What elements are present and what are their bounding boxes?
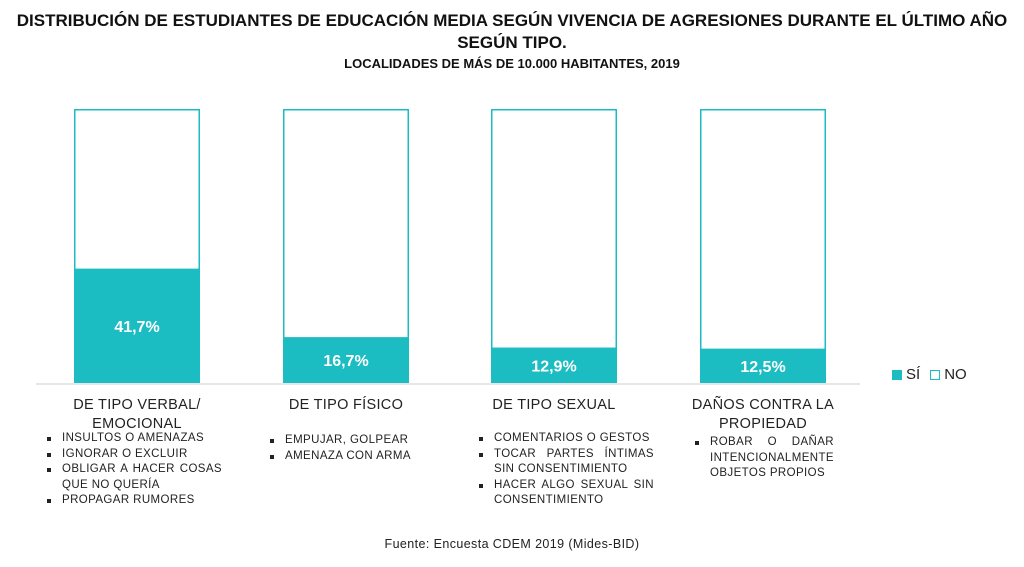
source-note: Fuente: Encuesta CDEM 2019 (Mides-BID) bbox=[384, 537, 640, 551]
detail-item: ROBAR O DAÑAR INTENCIONALMENTE OBJETOS P… bbox=[692, 435, 834, 482]
detail-item: TOCAR PARTES ÍNTIMAS SIN CONSENTIMIENTO bbox=[476, 447, 654, 478]
bar-no-3 bbox=[700, 109, 826, 351]
detail-item: EMPUJAR, GOLPEAR bbox=[267, 433, 427, 449]
legend: SÍ NO bbox=[892, 366, 967, 383]
details-list-sexual: COMENTARIOS O GESTOS TOCAR PARTES ÍNTIMA… bbox=[476, 431, 654, 509]
bar-no-0 bbox=[74, 109, 200, 271]
bar-value-label-1: 16,7% bbox=[323, 353, 368, 370]
category-label-propiedad: DAÑOS CONTRA LA PROPIEDAD bbox=[691, 397, 835, 432]
category-label-verbal: DE TIPO VERBAL/ EMOCIONAL bbox=[73, 397, 201, 432]
legend-label-no: NO bbox=[944, 366, 967, 383]
bar-no-2 bbox=[491, 109, 617, 350]
category-label-sexual: DE TIPO SEXUAL bbox=[492, 397, 616, 413]
bar-value-label-0: 41,7% bbox=[114, 319, 159, 336]
details-list-propiedad: ROBAR O DAÑAR INTENCIONALMENTE OBJETOS P… bbox=[692, 435, 834, 482]
detail-item: COMENTARIOS O GESTOS bbox=[476, 431, 654, 447]
chart-title: DISTRIBUCIÓN DE ESTUDIANTES DE EDUCACIÓN… bbox=[16, 11, 1008, 52]
bar-no-1 bbox=[283, 109, 409, 339]
bar-value-label-2: 12,9% bbox=[531, 358, 576, 375]
legend-label-si: SÍ bbox=[906, 366, 921, 383]
bar-value-label-3: 12,5% bbox=[740, 359, 785, 376]
details-list-fisico: EMPUJAR, GOLPEAR AMENAZA CON ARMA bbox=[267, 433, 427, 464]
bar-si-2 bbox=[491, 347, 617, 383]
detail-item: AMENAZA CON ARMA bbox=[267, 449, 427, 465]
chart-subtitle: LOCALIDADES DE MÁS DE 10.000 HABITANTES,… bbox=[344, 56, 680, 71]
bar-si-0 bbox=[74, 268, 200, 383]
detail-item: HACER ALGO SEXUAL SIN CONSENTIMIENTO bbox=[476, 478, 654, 509]
bar-si-1 bbox=[283, 337, 409, 383]
detail-item: OBLIGAR A HACER COSAS QUE NO QUERÍA bbox=[44, 462, 222, 493]
details-list-verbal: INSULTOS O AMENAZAS IGNORAR O EXCLUIR OB… bbox=[44, 431, 222, 509]
detail-item: IGNORAR O EXCLUIR bbox=[44, 447, 222, 463]
detail-item: INSULTOS O AMENAZAS bbox=[44, 431, 222, 447]
category-label-fisico: DE TIPO FÍSICO bbox=[288, 397, 404, 413]
legend-swatch-si bbox=[892, 369, 902, 380]
legend-swatch-no bbox=[930, 369, 941, 380]
detail-item: PROPAGAR RUMORES bbox=[44, 493, 222, 509]
bar-si-3 bbox=[700, 348, 826, 383]
